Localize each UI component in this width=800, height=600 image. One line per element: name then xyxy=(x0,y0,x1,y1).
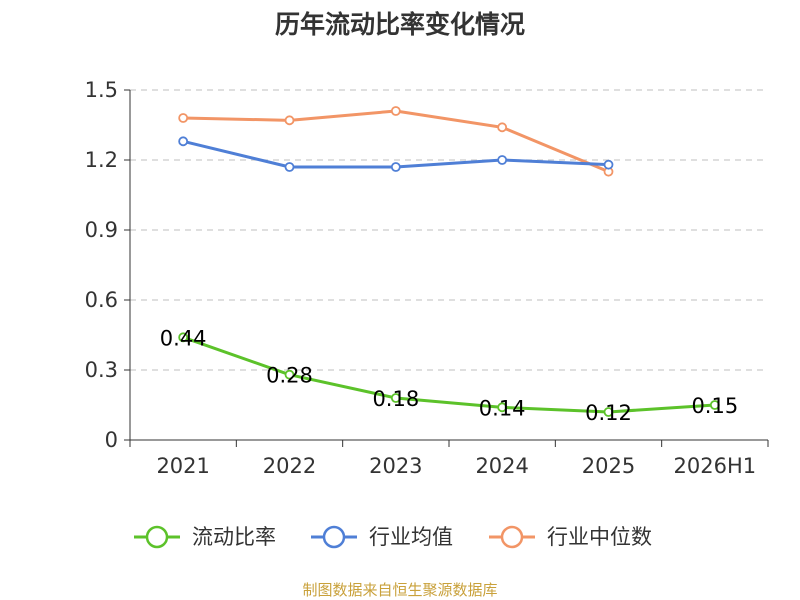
y-tick-label: 0.6 xyxy=(85,288,118,312)
legend-item: 行业中位数 xyxy=(489,525,652,549)
legend-marker xyxy=(500,525,524,549)
data-point xyxy=(497,155,508,165)
data-point xyxy=(390,162,401,172)
data-point xyxy=(178,136,189,147)
data-label: 0.12 xyxy=(585,401,632,425)
data-label: 0.28 xyxy=(266,364,313,388)
x-tick-label: 2023 xyxy=(369,454,422,478)
x-tick-label: 2024 xyxy=(475,454,528,478)
data-point xyxy=(709,400,720,410)
legend-label: 流动比率 xyxy=(192,525,276,549)
data-point xyxy=(284,369,295,380)
legend: 流动比率 行业均值 行业中位数 xyxy=(134,525,652,549)
y-tick-label: 1.5 xyxy=(85,78,118,102)
legend-label: 行业均值 xyxy=(369,525,453,549)
y-tick-label: 0.3 xyxy=(85,358,118,382)
data-label: 0.18 xyxy=(372,387,419,411)
x-tick-label: 2022 xyxy=(263,454,316,478)
y-tick-label: 0.9 xyxy=(85,218,118,242)
y-tick-label: 1.2 xyxy=(85,148,118,172)
data-point xyxy=(603,159,614,170)
series-line-0 xyxy=(182,335,715,414)
series-layer xyxy=(178,106,720,417)
data-point xyxy=(284,162,295,172)
chart-title: 历年流动比率变化情况 xyxy=(275,10,525,39)
data-point xyxy=(390,106,401,116)
data-point xyxy=(390,393,401,403)
data-point xyxy=(178,113,189,123)
x-tick-label: 2026H1 xyxy=(674,454,757,478)
source-note: 制图数据来自恒生聚源数据库 xyxy=(302,581,497,599)
data-label: 0.14 xyxy=(479,396,526,420)
data-labels: 0.44 0.28 0.18 0.14 0.12 0.15 xyxy=(160,326,738,425)
data-point xyxy=(497,402,508,413)
data-point xyxy=(284,115,295,126)
data-point xyxy=(178,332,189,343)
legend-item: 行业均值 xyxy=(311,525,453,549)
legend-marker xyxy=(322,525,346,549)
data-label: 0.15 xyxy=(691,394,738,418)
axes: 0 0.3 0.6 0.9 1.2 1.5 2021 2022 2023 2024 2025 2026… xyxy=(85,78,769,478)
data-point xyxy=(497,122,508,133)
legend-item: 流动比率 xyxy=(134,525,276,549)
data-point xyxy=(603,407,614,417)
y-tick-label: 0 xyxy=(105,428,118,452)
x-tick-label: 2021 xyxy=(156,454,209,478)
grid-lines xyxy=(130,89,768,371)
x-tick-label: 2025 xyxy=(582,454,635,478)
legend-marker xyxy=(145,525,169,549)
data-label: 0.44 xyxy=(160,326,207,350)
legend-label: 行业中位数 xyxy=(547,525,652,549)
